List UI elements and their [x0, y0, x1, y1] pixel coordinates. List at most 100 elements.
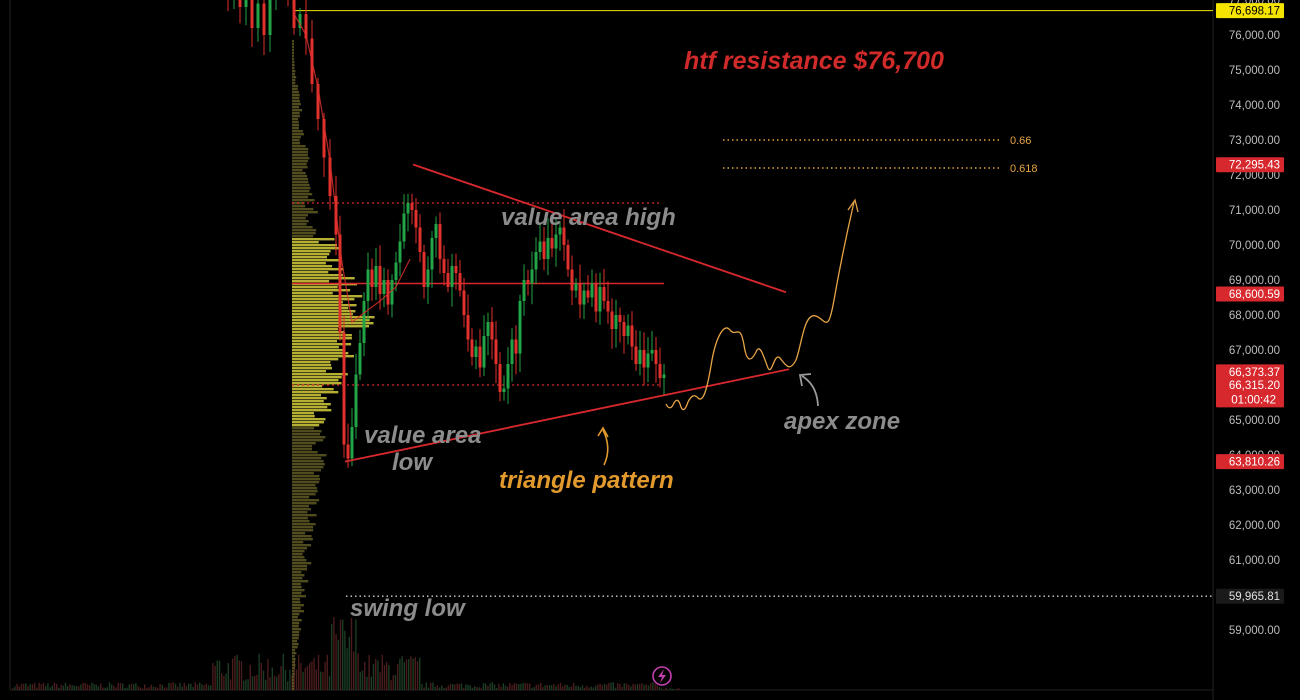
candle-body[interactable] — [498, 364, 502, 392]
price-axis-tick[interactable]: 61,000.00 — [1229, 555, 1280, 567]
candle-body[interactable] — [238, 0, 242, 7]
candle-body[interactable] — [362, 301, 366, 343]
candle-body[interactable] — [622, 322, 626, 336]
price-axis-tick[interactable]: 69,000.00 — [1229, 275, 1280, 287]
candle-body[interactable] — [370, 269, 374, 288]
candle-body[interactable] — [414, 210, 418, 228]
candle-body[interactable] — [342, 332, 346, 445]
candle-body[interactable] — [410, 203, 414, 210]
candle-body[interactable] — [550, 238, 554, 249]
candlesticks[interactable] — [227, 0, 666, 468]
candle-body[interactable] — [442, 259, 446, 273]
candle-body[interactable] — [514, 339, 518, 354]
candle-body[interactable] — [244, 0, 248, 7]
candle-body[interactable] — [446, 273, 450, 287]
candle-body[interactable] — [490, 322, 494, 340]
candle-body[interactable] — [454, 266, 458, 273]
candle-body[interactable] — [602, 287, 606, 301]
candle-body[interactable] — [316, 84, 320, 119]
candle-body[interactable] — [474, 346, 478, 358]
candle-body[interactable] — [614, 315, 618, 329]
candle-body[interactable] — [374, 266, 378, 287]
candle-body[interactable] — [262, 3, 266, 36]
candle-body[interactable] — [478, 346, 482, 368]
candle-body[interactable] — [458, 273, 462, 291]
candle-body[interactable] — [626, 325, 630, 337]
candle-body[interactable] — [562, 227, 566, 246]
alert-icon[interactable] — [652, 666, 672, 686]
candle-body[interactable] — [630, 325, 634, 347]
price-axis-tick[interactable]: 67,000.00 — [1229, 345, 1280, 357]
candle-body[interactable] — [582, 290, 586, 305]
candle-body[interactable] — [494, 339, 498, 365]
candle-body[interactable] — [534, 252, 538, 270]
candle-body[interactable] — [538, 241, 542, 253]
candle-body[interactable] — [418, 227, 422, 253]
price-axis-tick[interactable]: 65,000.00 — [1229, 415, 1280, 427]
candle-body[interactable] — [482, 336, 486, 368]
candle-body[interactable] — [566, 245, 570, 270]
price-axis-tick[interactable]: 59,000.00 — [1229, 625, 1280, 637]
candle-body[interactable] — [546, 238, 550, 259]
price-axis-tick[interactable]: 68,000.00 — [1229, 310, 1280, 322]
candle-body[interactable] — [574, 283, 578, 291]
price-axis-tick[interactable]: 75,000.00 — [1229, 65, 1280, 77]
candle-body[interactable] — [658, 364, 662, 378]
candle-body[interactable] — [386, 280, 390, 305]
candle-body[interactable] — [526, 280, 530, 284]
candle-body[interactable] — [250, 0, 254, 28]
candle-body[interactable] — [594, 283, 598, 312]
candle-body[interactable] — [298, 14, 302, 28]
candle-body[interactable] — [510, 339, 514, 365]
candle-body[interactable] — [430, 238, 434, 270]
candle-body[interactable] — [518, 301, 522, 354]
candle-body[interactable] — [382, 280, 386, 294]
candle-body[interactable] — [256, 3, 260, 29]
price-axis-tick[interactable]: 62,000.00 — [1229, 520, 1280, 532]
candle-body[interactable] — [350, 427, 354, 459]
candle-body[interactable] — [406, 203, 410, 214]
candle-body[interactable] — [590, 283, 594, 298]
candle-body[interactable] — [470, 339, 474, 358]
candle-body[interactable] — [466, 315, 470, 340]
candle-body[interactable] — [598, 287, 602, 312]
candle-body[interactable] — [542, 241, 546, 260]
candle-body[interactable] — [558, 227, 562, 235]
candle-body[interactable] — [642, 350, 646, 368]
candle-body[interactable] — [502, 388, 506, 393]
price-axis-tick[interactable]: 70,000.00 — [1229, 240, 1280, 252]
candle-body[interactable] — [654, 350, 658, 364]
candle-body[interactable] — [578, 283, 582, 305]
price-axis-tick[interactable]: 72,000.00 — [1229, 170, 1280, 182]
price-axis-tick[interactable]: 73,000.00 — [1229, 135, 1280, 147]
candle-body[interactable] — [390, 280, 394, 305]
candle-body[interactable] — [450, 266, 454, 287]
candle-body[interactable] — [346, 444, 350, 459]
candle-body[interactable] — [646, 353, 650, 368]
price-axis-tick[interactable]: 71,000.00 — [1229, 205, 1280, 217]
candle-body[interactable] — [322, 119, 326, 158]
candle-body[interactable] — [328, 157, 332, 197]
candle-body[interactable] — [434, 224, 438, 238]
candle-body[interactable] — [618, 315, 622, 322]
candle-body[interactable] — [554, 234, 558, 249]
candle-body[interactable] — [366, 269, 370, 302]
candle-body[interactable] — [606, 301, 610, 312]
price-axis-tick[interactable]: 63,000.00 — [1229, 485, 1280, 497]
candle-body[interactable] — [506, 364, 510, 389]
candle-body[interactable] — [650, 350, 654, 354]
candle-body[interactable] — [662, 374, 666, 379]
price-axis-tick[interactable]: 74,000.00 — [1229, 100, 1280, 112]
candle-body[interactable] — [402, 213, 406, 242]
candle-body[interactable] — [426, 269, 430, 288]
price-axis-tick[interactable]: 76,000.00 — [1229, 30, 1280, 42]
candle-body[interactable] — [378, 266, 382, 294]
candle-body[interactable] — [610, 311, 614, 330]
candle-body[interactable] — [268, 0, 272, 35]
candle-body[interactable] — [338, 234, 342, 333]
candle-body[interactable] — [638, 350, 642, 364]
candle-body[interactable] — [462, 290, 466, 316]
candle-body[interactable] — [398, 241, 402, 263]
candle-body[interactable] — [570, 269, 574, 291]
